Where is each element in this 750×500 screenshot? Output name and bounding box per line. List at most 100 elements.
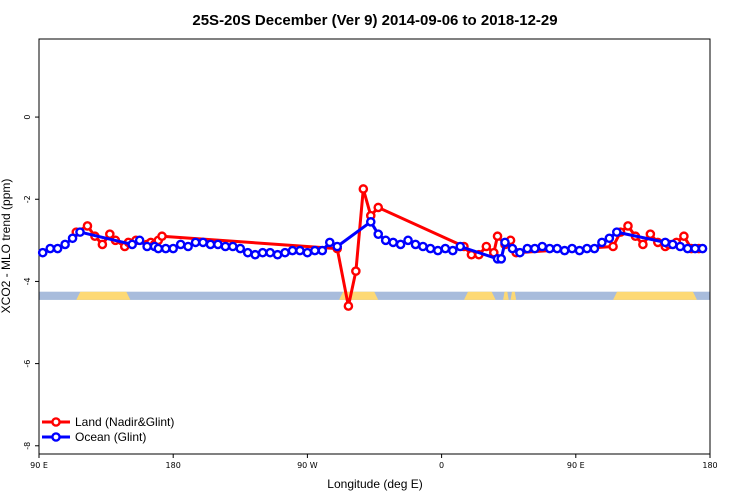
plot-frame [38, 38, 711, 455]
data-point [574, 245, 585, 256]
data-point [492, 231, 503, 242]
data-point [67, 233, 78, 244]
data-point [567, 243, 577, 254]
data-point [358, 184, 369, 194]
data-point [97, 239, 108, 250]
legend-label: Ocean (Glint) [75, 430, 146, 444]
x-axis-label: Longitude (deg E) [327, 477, 422, 491]
land-segment [76, 291, 131, 300]
data-point [373, 202, 384, 213]
y-tick-label: -4 [23, 277, 32, 285]
data-point [589, 243, 600, 254]
y-tick-label: -6 [23, 360, 32, 368]
land-segment [613, 291, 697, 300]
y-axis: 0 -2 -4 -6 -8 [23, 115, 39, 450]
data-point [183, 241, 193, 252]
data-point [697, 243, 708, 254]
data-point [250, 249, 261, 260]
data-point [220, 241, 231, 252]
data-point [343, 301, 354, 311]
series-layer [37, 184, 708, 311]
data-point [597, 237, 607, 248]
data-point [667, 239, 678, 250]
data-point [425, 243, 436, 254]
data-point [410, 239, 421, 250]
data-point [675, 241, 685, 252]
data-point [52, 243, 63, 254]
land-segment [463, 291, 496, 300]
land-ocean-strip [39, 291, 710, 300]
data-point [142, 241, 152, 252]
data-point [37, 247, 48, 258]
data-point [295, 245, 305, 256]
data-point [198, 237, 208, 248]
data-point [537, 241, 548, 252]
data-point [522, 243, 533, 254]
land-segment [503, 291, 509, 300]
data-point [660, 237, 671, 248]
data-point [373, 229, 384, 239]
data-point [175, 239, 186, 250]
y-tick-label: -2 [23, 195, 32, 203]
land-segment [510, 291, 517, 300]
data-point [682, 243, 693, 254]
data-point [235, 243, 246, 254]
data-point [302, 247, 313, 258]
data-point [280, 247, 290, 258]
data-point [559, 245, 570, 256]
series-ocean [37, 217, 708, 264]
legend-marker [51, 432, 61, 442]
legend: Land (Nadir&Glint)Ocean (Glint) [42, 415, 174, 444]
data-point [433, 245, 443, 256]
x-tick-label: 0 [439, 461, 444, 470]
data-point [608, 241, 618, 252]
data-point [213, 239, 223, 250]
chart-title: 25S-20S December (Ver 9) 2014-09-06 to 2… [192, 12, 557, 29]
data-point [552, 243, 562, 254]
data-point [75, 227, 85, 237]
data-point [45, 243, 55, 254]
data-point [265, 247, 275, 258]
data-point [228, 241, 238, 252]
x-axis: 90 E 180 90 W 0 90 E 180 [30, 454, 718, 470]
data-point [168, 243, 178, 254]
legend-label: Land (Nadir&Glint) [75, 415, 174, 429]
data-point [582, 243, 592, 254]
y-tick-label: -8 [23, 442, 32, 450]
data-point [612, 227, 622, 237]
data-point [272, 249, 283, 260]
data-point [317, 245, 328, 256]
data-point [82, 221, 93, 231]
data-point [190, 237, 201, 248]
data-point [447, 245, 458, 256]
data-point [529, 243, 540, 254]
legend-marker [51, 417, 61, 427]
data-point [418, 241, 428, 252]
data-point [287, 245, 298, 256]
data-point [604, 233, 615, 244]
data-point [257, 247, 268, 258]
data-point [403, 235, 413, 246]
data-point [310, 245, 320, 256]
data-point [388, 237, 398, 248]
y-axis-label: XCO2 - MLO trend (ppm) [0, 179, 13, 314]
data-point [205, 239, 216, 250]
data-point [395, 239, 406, 250]
data-point [481, 241, 492, 252]
data-point [324, 237, 335, 248]
data-point [365, 217, 376, 227]
data-point [242, 247, 253, 258]
data-point [134, 235, 145, 246]
data-point [496, 254, 507, 264]
data-point [160, 243, 171, 254]
data-point [332, 241, 343, 252]
data-point [500, 237, 510, 248]
x-tick-label: 180 [702, 461, 717, 470]
data-point [645, 229, 656, 239]
x-tick-label: 90 E [30, 461, 48, 470]
data-point [507, 243, 518, 254]
data-point [153, 243, 164, 254]
x-tick-label: 90 E [567, 461, 585, 470]
data-point [455, 241, 466, 252]
